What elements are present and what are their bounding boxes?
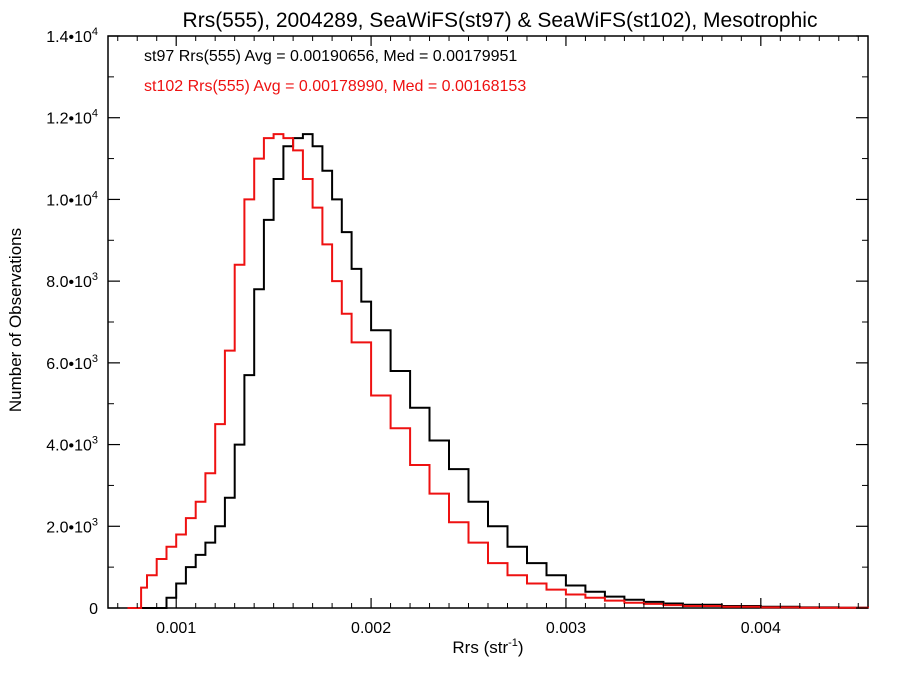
plot-area xyxy=(107,35,869,609)
chart-title: Rrs(555), 2004289, SeaWiFS(st97) & SeaWi… xyxy=(183,9,818,32)
series-line-0 xyxy=(137,133,869,609)
y-tick-label: 1.4•104 xyxy=(46,26,98,46)
series-line-1 xyxy=(127,133,869,609)
x-axis-label-close: ) xyxy=(518,638,524,657)
x-tick-label: 0.001 xyxy=(156,620,196,637)
annotation-st97: st97 Rrs(555) Avg = 0.00190656, Med = 0.… xyxy=(144,48,517,65)
x-tick-label: 0.004 xyxy=(741,620,781,637)
y-tick-label: 1.0•104 xyxy=(46,189,98,209)
x-axis-label-superscript: -1 xyxy=(508,637,518,649)
y-tick-label: 2.0•103 xyxy=(46,516,98,536)
y-tick-label: 6.0•103 xyxy=(46,353,98,373)
y-axis-label: Number of Observations xyxy=(6,228,25,412)
annotation-st102: st102 Rrs(555) Avg = 0.00178990, Med = 0… xyxy=(144,78,526,95)
x-tick-label: 0.002 xyxy=(351,620,391,637)
series-layer xyxy=(127,133,869,609)
x-axis-label-text: Rrs (str xyxy=(452,638,508,657)
x-axis: 0.001 0.002 0.003 0.004 xyxy=(117,36,859,637)
y-tick-label: 4.0•103 xyxy=(46,435,98,455)
y-tick-label: 0 xyxy=(89,601,98,618)
y-tick-label: 8.0•103 xyxy=(46,271,98,291)
y-axis: 0 2.0•103 4.0•103 6.0•103 8.0•103 1.0•104 1.2•… xyxy=(46,26,868,618)
x-tick-label: 0.003 xyxy=(546,620,586,637)
x-axis-label: Rrs (str-1) xyxy=(452,637,523,657)
y-tick-label: 1.2•104 xyxy=(46,108,98,128)
